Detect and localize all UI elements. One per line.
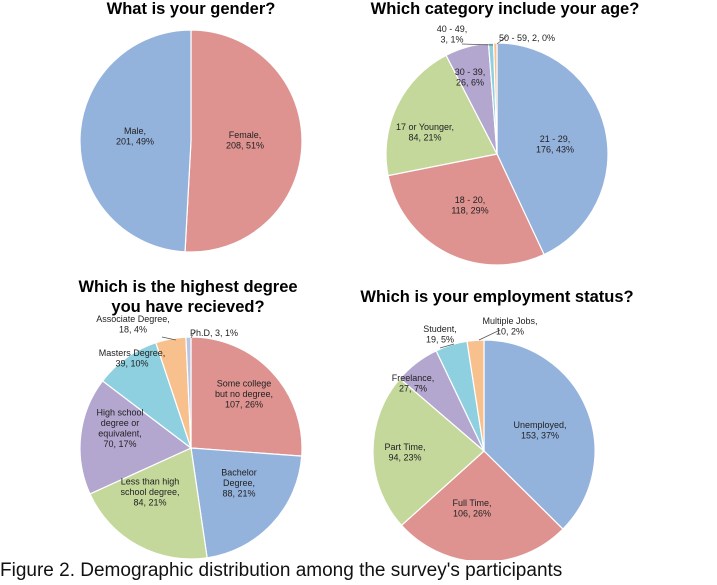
employment-chart-title: Which is your employment status? (360, 288, 633, 306)
age-slice-1 (387, 153, 545, 266)
employment-leader-line (478, 329, 501, 341)
employment-leader-line (439, 343, 455, 349)
age-slice-0 (496, 42, 609, 256)
employment-data-label: Unemployed, 153, 37% (513, 420, 566, 441)
degree-slice-2 (89, 447, 208, 560)
gender-slice-1 (79, 29, 192, 253)
gender-data-label: Male, 201, 49% (116, 126, 154, 147)
age-leader-line (461, 43, 494, 46)
degree-slice-3 (79, 380, 193, 495)
degree-chart-title: Which is the highest degree (78, 278, 297, 296)
employment-slice-5 (466, 339, 485, 452)
degree-data-label: High school degree or equivalent, 70, 17% (96, 407, 143, 449)
degree-slice-0 (190, 336, 303, 457)
degree-slice-1 (190, 447, 303, 559)
figure-caption: Figure 2. Demographic distribution among… (0, 560, 563, 581)
employment-pie-chart: Which is your employment status? Unemploy… (360, 288, 634, 560)
employment-data-label: Student, 19, 5% (423, 324, 457, 345)
age-leader-line (496, 35, 508, 45)
degree-data-label: Associate Degree, 18, 4% (96, 314, 170, 335)
employment-slice-2 (372, 377, 485, 527)
age-slice-2 (385, 54, 498, 177)
age-data-label: 50 - 59, 2, 0% (499, 33, 555, 43)
age-pie-chart: Which category include your age? 21 - 29,… (371, 0, 640, 266)
employment-slice-1 (400, 450, 564, 560)
gender-pie-chart: What is your gender? Female, 208, 51% Male,… (79, 0, 303, 253)
age-slice-5 (492, 42, 498, 155)
age-data-label: 30 - 39, 26, 6% (455, 67, 486, 88)
employment-data-label: Part Time, 94, 23% (384, 442, 425, 463)
age-chart-title: Which category include your age? (371, 0, 640, 18)
degree-data-label: Bachelor Degree, 88, 21% (221, 468, 257, 499)
employment-data-label: Full Time, 106, 26% (452, 498, 491, 519)
gender-chart-title: What is your gender? (107, 0, 276, 18)
degree-slice-6 (185, 336, 192, 449)
age-data-label: 17 or Younger, 84, 21% (396, 122, 454, 143)
demographics-figure: What is your gender? Female, 208, 51% Male,… (78, 0, 640, 560)
gender-data-label: Female, 208, 51% (226, 130, 264, 151)
age-data-label: 21 - 29, 176, 43% (536, 134, 574, 155)
degree-data-label: Less than high school degree, 84, 21% (120, 477, 179, 508)
employment-data-label: Multiple Jobs, 10, 2% (482, 316, 537, 337)
employment-slice-0 (483, 339, 596, 530)
degree-leader-line (161, 336, 177, 341)
employment-data-label: Freelance, 27, 7% (392, 373, 435, 394)
degree-data-label: Masters Degree, 39, 10% (99, 348, 166, 369)
degree-pie-chart: Which is the highest degree you have reci… (78, 278, 303, 560)
degree-leader-line (190, 330, 196, 339)
degree-chart-title: you have recieved? (111, 298, 264, 316)
gender-slice-0 (184, 29, 303, 253)
degree-data-label: Ph.D, 3, 1% (190, 328, 238, 338)
age-data-label: 40 - 49, 3, 1% (437, 24, 468, 45)
age-data-label: 18 - 20, 118, 29% (451, 195, 488, 216)
degree-data-label: Some college but no degree, 107, 26% (215, 379, 273, 410)
